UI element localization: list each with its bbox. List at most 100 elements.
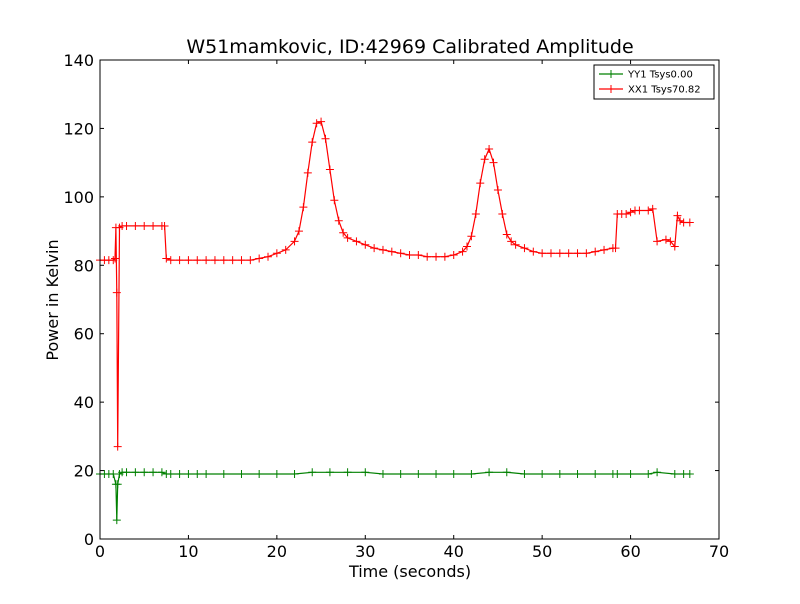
data-point [122, 221, 131, 230]
data-point [573, 249, 582, 258]
data-point [317, 117, 326, 126]
chart-title: W51mamkovic, ID:42969 Calibrated Amplitu… [186, 36, 633, 58]
x-tick-label: 10 [178, 542, 198, 561]
data-point [131, 221, 140, 230]
x-tick-label: 40 [444, 542, 464, 561]
data-point [458, 247, 467, 256]
data-point [160, 221, 169, 230]
series-line-0 [100, 471, 690, 521]
data-point [255, 469, 264, 478]
data-point [432, 469, 441, 478]
data-point [361, 468, 370, 477]
y-tick-label: 20 [74, 462, 94, 481]
data-point [600, 245, 609, 254]
data-point [308, 468, 317, 477]
data-point [193, 469, 202, 478]
x-tick-label: 60 [620, 542, 640, 561]
legend-box [593, 64, 715, 100]
data-point [112, 516, 121, 525]
data-point [670, 242, 679, 251]
data-point [471, 209, 480, 218]
data-point [538, 469, 547, 478]
data-point [502, 468, 511, 477]
data-point [122, 468, 131, 477]
plot-area [96, 117, 694, 525]
data-point [467, 232, 476, 241]
data-point [685, 469, 694, 478]
data-point [467, 469, 476, 478]
data-point [166, 469, 175, 478]
series-1 [96, 117, 694, 451]
data-point [113, 480, 122, 489]
data-point [493, 186, 502, 195]
data-point [370, 244, 379, 253]
data-point [175, 469, 184, 478]
data-point [131, 468, 140, 477]
data-point [343, 233, 352, 242]
data-point [591, 469, 600, 478]
data-point [635, 206, 644, 215]
data-point [290, 469, 299, 478]
y-tick-label: 40 [74, 393, 94, 412]
data-point [529, 247, 538, 256]
data-point [414, 469, 423, 478]
data-point [112, 288, 121, 297]
y-tick-label: 100 [63, 188, 94, 207]
data-point [555, 249, 564, 258]
x-tick-label: 70 [709, 542, 729, 561]
data-point [626, 469, 635, 478]
data-point [166, 256, 175, 265]
data-point [334, 216, 343, 225]
data-point [555, 469, 564, 478]
data-point [140, 221, 149, 230]
data-point [622, 209, 631, 218]
data-point [237, 256, 246, 265]
data-point [666, 237, 675, 246]
data-point [546, 249, 555, 258]
data-point [255, 254, 264, 263]
y-tick-label: 0 [84, 530, 94, 549]
data-point [352, 237, 361, 246]
data-point [140, 468, 149, 477]
data-point [378, 469, 387, 478]
x-axis-label: Time (seconds) [348, 562, 471, 581]
data-point [312, 119, 321, 128]
data-point [193, 256, 202, 265]
data-point [219, 256, 228, 265]
data-point [272, 469, 281, 478]
series-line-1 [100, 120, 690, 447]
data-point [330, 196, 339, 205]
data-point [378, 245, 387, 254]
data-point [573, 469, 582, 478]
y-tick-label: 80 [74, 256, 94, 275]
data-point [520, 244, 529, 253]
data-point [498, 209, 507, 218]
data-point [294, 227, 303, 236]
data-point [653, 468, 662, 477]
axes: 0 10 20 30 40 50 60 70 0 20 40 60 80 100 120 140 [63, 51, 729, 561]
data-point [440, 252, 449, 261]
y-tick-label: 140 [63, 51, 94, 70]
data-point [613, 469, 622, 478]
data-point [462, 242, 471, 251]
data-point [175, 256, 184, 265]
data-point [676, 216, 685, 225]
data-point [246, 256, 255, 265]
data-point [670, 469, 679, 478]
data-point [396, 469, 405, 478]
data-point [303, 168, 312, 177]
data-point [582, 249, 591, 258]
data-point [626, 208, 635, 217]
x-tick-label: 30 [355, 542, 375, 561]
y-tick-label: 60 [74, 325, 94, 344]
data-point [237, 469, 246, 478]
data-point [210, 256, 219, 265]
data-point [157, 468, 166, 477]
data-point [396, 249, 405, 258]
y-axis-label: Power in Kelvin [43, 239, 62, 360]
data-point [648, 204, 657, 213]
data-point [611, 244, 620, 253]
data-point [308, 138, 317, 147]
data-point [485, 468, 494, 477]
